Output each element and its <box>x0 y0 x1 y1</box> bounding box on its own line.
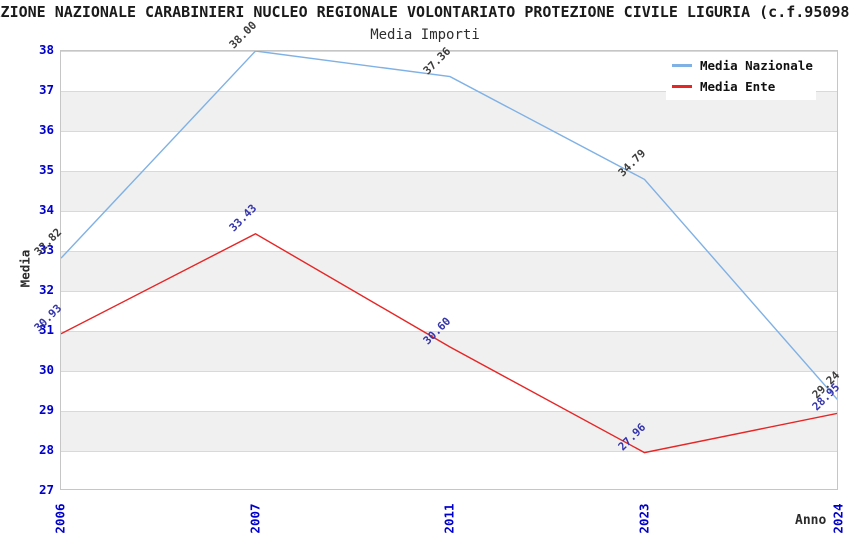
y-tick-label: 32 <box>38 282 54 297</box>
x-tick-label: 2007 <box>247 503 262 534</box>
chart-subtitle: Media Importi <box>370 27 480 43</box>
series-line-media-ente <box>61 233 837 454</box>
legend-item-media-ente: Media Ente <box>666 79 816 94</box>
y-tick-label: 29 <box>38 402 54 417</box>
y-tick-label: 31 <box>38 322 54 337</box>
x-tick-label: 2024 <box>830 503 846 534</box>
chart-main-title: AZIONE NAZIONALE CARABINIERI NUCLEO REGI… <box>0 3 850 21</box>
legend: Media Nazionale Media Ente <box>666 52 816 100</box>
y-tick-label: 28 <box>38 442 54 457</box>
x-tick-label: 2006 <box>52 503 68 534</box>
y-tick-label: 38 <box>38 42 54 57</box>
line-series-svg <box>61 51 837 454</box>
y-tick-label: 35 <box>38 162 54 177</box>
plot-area <box>60 50 838 490</box>
series-line-media-nazionale <box>61 51 837 401</box>
y-tick-label: 34 <box>38 202 54 217</box>
y-tick-label: 36 <box>38 122 54 137</box>
legend-item-media-nazionale: Media Nazionale <box>666 58 816 73</box>
y-axis-title: Media <box>17 249 33 288</box>
y-tick-label: 33 <box>38 242 54 257</box>
y-tick-label: 37 <box>38 82 54 97</box>
legend-label: Media Nazionale <box>700 58 813 73</box>
y-tick-label: 30 <box>38 362 54 377</box>
x-tick-label: 2023 <box>636 503 651 534</box>
x-axis-title: Anno <box>795 513 827 528</box>
media-ente-line-swatch-icon <box>672 85 692 88</box>
media-nazionale-line-swatch-icon <box>672 64 692 67</box>
legend-label: Media Ente <box>700 79 776 94</box>
x-tick-label: 2011 <box>441 503 457 534</box>
y-tick-label: 27 <box>38 482 54 497</box>
